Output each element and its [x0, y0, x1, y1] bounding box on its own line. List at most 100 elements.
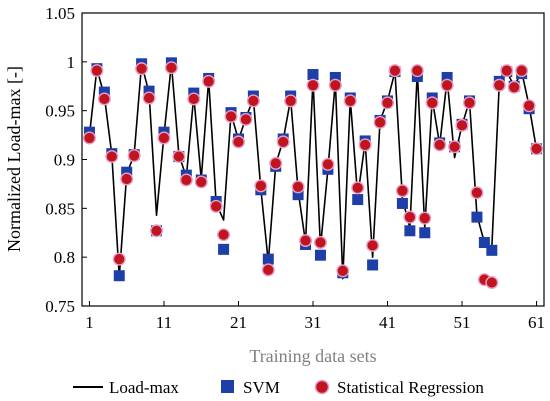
- y-tick-label: 0.95: [45, 102, 75, 121]
- y-tick-label: 0.85: [45, 199, 75, 218]
- x-tick-label: 51: [454, 313, 471, 332]
- svm-point: [218, 243, 230, 255]
- legend-square-swatch: [221, 380, 234, 393]
- statistical-regression-point: [276, 135, 290, 149]
- statistical-regression-point: [492, 78, 506, 92]
- statistical-regression-point: [231, 135, 245, 149]
- svm-point: [121, 166, 133, 178]
- statistical-regression-point: [261, 263, 275, 277]
- statistical-regression-point: [410, 64, 424, 78]
- statistical-regression-point: [373, 115, 387, 129]
- statistical-regression-point: [500, 64, 514, 78]
- svm-point: [98, 86, 110, 98]
- statistical-regression-point: [530, 142, 544, 156]
- statistical-regression-point: [336, 264, 350, 278]
- x-tick-label: 31: [305, 313, 322, 332]
- plot-area-frame: [81, 12, 545, 307]
- svm-point: [352, 194, 364, 206]
- statistical-regression-point: [90, 64, 104, 78]
- statistical-regression-point: [403, 210, 417, 224]
- legend-circle-swatch: [314, 379, 330, 395]
- svm-point: [419, 227, 431, 239]
- statistical-regression-point: [224, 110, 238, 124]
- statistical-regression-point: [157, 131, 171, 145]
- svm-point: [329, 71, 341, 83]
- svm-point: [292, 189, 304, 201]
- statistical-regression-point: [425, 96, 439, 110]
- plot-marks: [82, 57, 544, 290]
- statistical-regression-point: [142, 91, 156, 105]
- statistical-regression-point: [127, 149, 141, 163]
- statistical-regression-point: [239, 112, 253, 126]
- svm-point: [404, 225, 416, 237]
- statistical-regression-point: [366, 238, 380, 252]
- x-tick-label: 61: [528, 313, 545, 332]
- statistical-regression-point: [418, 211, 432, 225]
- statistical-regression-point: [433, 138, 447, 152]
- svm-point: [471, 211, 483, 223]
- x-tick-label: 21: [230, 313, 247, 332]
- statistical-regression-point: [358, 138, 372, 152]
- statistical-regression-point: [172, 150, 186, 164]
- svm-point: [113, 270, 125, 282]
- statistical-regression-point: [246, 94, 260, 108]
- statistical-regression-point: [179, 173, 193, 187]
- y-tick-label: 0.9: [54, 151, 75, 170]
- statistical-regression-point: [462, 96, 476, 110]
- statistical-regression-point: [485, 276, 499, 290]
- svm-point: [314, 249, 326, 261]
- statistical-regression-point: [515, 64, 529, 78]
- statistical-regression-point: [112, 252, 126, 266]
- statistical-regression-point: [388, 64, 402, 78]
- statistical-regression-point: [194, 175, 208, 189]
- x-tick-label: 11: [156, 313, 172, 332]
- statistical-regression-point: [328, 78, 342, 92]
- y-tick-label: 0.8: [54, 248, 75, 267]
- y-axis: 0.75 0.8 0.85 0.9 0.95 1 1.05: [45, 4, 87, 316]
- statistical-regression-point: [470, 186, 484, 200]
- svm-point: [143, 85, 155, 97]
- x-axis: 1 11 21 31 41 51 61: [85, 301, 545, 332]
- statistical-regression-point: [313, 236, 327, 250]
- statistical-regression-point: [381, 96, 395, 110]
- y-tick-label: 1: [67, 53, 76, 72]
- statistical-regression-point: [150, 224, 164, 238]
- statistical-regression-point: [440, 78, 454, 92]
- statistical-regression-point: [291, 180, 305, 194]
- statistical-regression-point: [202, 74, 216, 88]
- statistical-regression-point: [343, 94, 357, 108]
- x-axis-label: Training data sets: [249, 346, 376, 366]
- x-tick-label: 1: [85, 313, 94, 332]
- statistical-regression-point: [395, 184, 409, 198]
- x-tick-label: 41: [379, 313, 396, 332]
- svm-point: [478, 237, 490, 249]
- y-tick-label: 0.75: [45, 297, 75, 316]
- legend: Load-max SVM Statistical Regression: [73, 378, 484, 397]
- statistical-regression-point: [522, 99, 536, 113]
- statistical-regression-point: [284, 94, 298, 108]
- statistical-regression-point: [269, 156, 283, 170]
- statistical-regression-point: [187, 92, 201, 106]
- svm-point: [486, 244, 498, 256]
- statistical-regression-point: [209, 199, 223, 213]
- svm-point: [307, 69, 319, 81]
- svm-point: [441, 71, 453, 83]
- statistical-regression-point: [507, 80, 521, 94]
- statistical-regression-point: [351, 181, 365, 195]
- svm-point: [396, 197, 408, 209]
- statistical-regression-point: [164, 61, 178, 75]
- statistical-regression-point: [455, 118, 469, 132]
- statistical-regression-point: [120, 172, 134, 186]
- y-tick-label: 1.05: [45, 4, 75, 23]
- legend-label-load-max: Load-max: [109, 378, 179, 397]
- y-axis-label: Normalized Load-max [-]: [4, 66, 24, 252]
- statistical-regression-point: [97, 92, 111, 106]
- statistical-regression-point: [254, 179, 268, 193]
- statistical-regression-point: [135, 62, 149, 76]
- legend-label-statistical-regression: Statistical Regression: [337, 378, 484, 397]
- statistical-regression-point: [82, 131, 96, 145]
- statistical-regression-point: [448, 140, 462, 154]
- statistical-regression-point: [217, 228, 231, 242]
- statistical-regression-point: [306, 78, 320, 92]
